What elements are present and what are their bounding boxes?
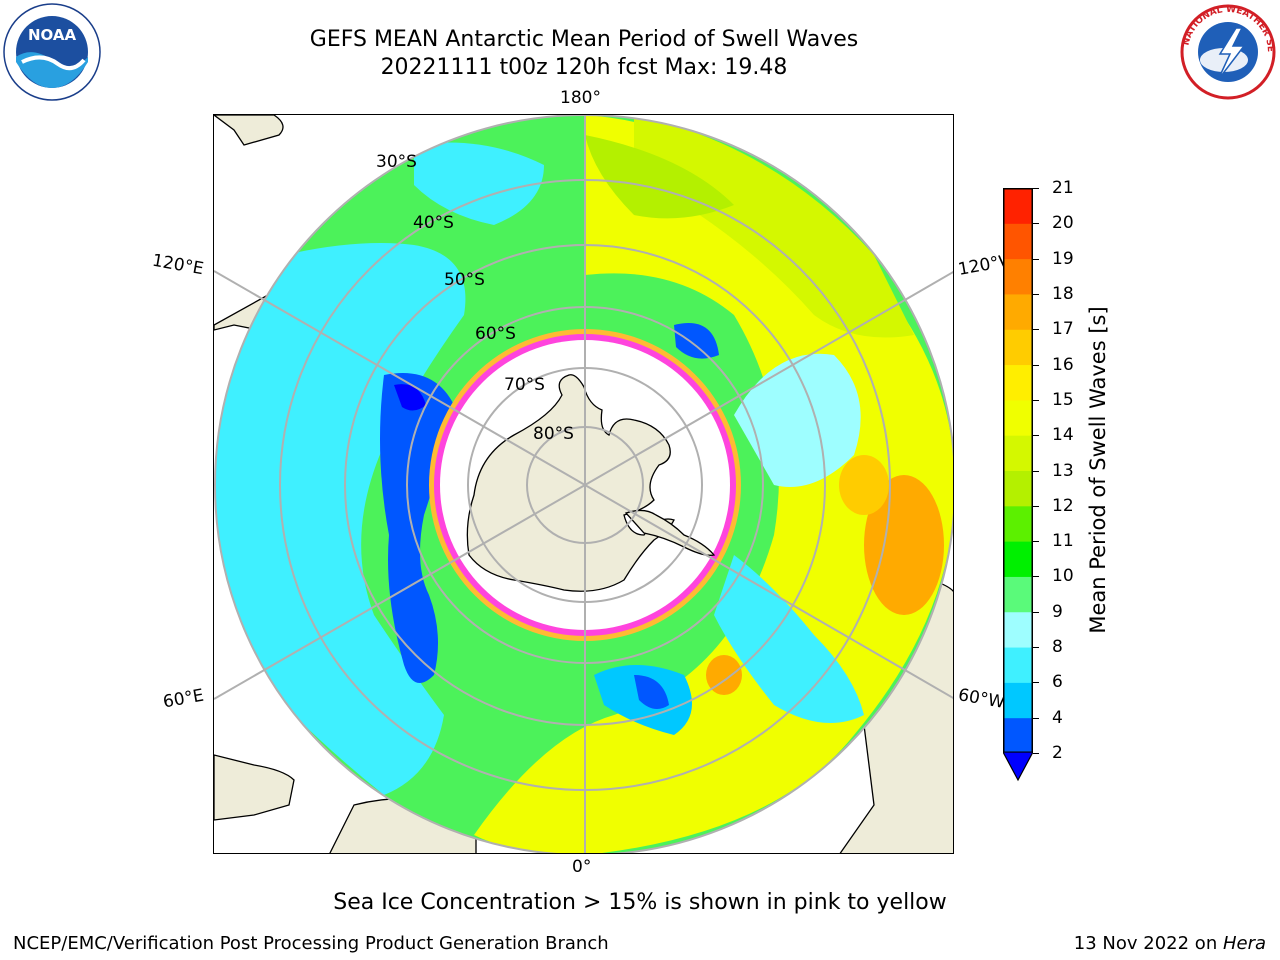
colorbar-segment [1003,470,1033,507]
colorbar-tick-mark [1033,682,1039,684]
chart-title: GEFS MEAN Antarctic Mean Period of Swell… [309,27,859,52]
colorbar-tick-mark [1033,576,1039,578]
svg-text:NOAA: NOAA [28,26,77,44]
colorbar-tick-mark [1033,223,1039,225]
meridian-label-180: 180° [560,88,601,108]
latitude-label: 70°S [504,375,545,395]
colorbar-tick-label: 2 [1052,743,1063,763]
colorbar-segment [1003,576,1033,613]
colorbar-tick-label: 15 [1052,389,1074,410]
meridian-label-60e: 60°E [161,685,206,713]
colorbar-tick-label: 17 [1052,319,1074,340]
colorbar-segment [1003,223,1033,260]
colorbar-tick-mark [1033,505,1039,507]
colorbar-tick-mark [1033,611,1039,613]
colorbar-segment [1003,329,1033,366]
colorbar-tick-label: 14 [1052,425,1074,446]
colorbar-tick-mark [1033,399,1039,401]
colorbar-segment [1003,505,1033,542]
colorbar-tick-label: 6 [1052,672,1063,693]
latitude-label: 50°S [444,270,485,290]
colorbar-tick-label: 21 [1052,178,1074,198]
colorbar-segment [1003,682,1033,719]
colorbar-label: Mean Period of Swell Waves [s] [1086,306,1110,634]
colorbar-tick-label: 4 [1052,707,1063,728]
colorbar-segment [1003,435,1033,471]
colorbar-tick-mark [1033,470,1039,472]
chart-subtitle: 20221111 t00z 120h fcst Max: 19.48 [380,55,788,80]
colorbar-segment [1003,188,1033,224]
colorbar-segment [1003,717,1033,753]
latitude-label: 80°S [533,424,574,444]
colorbar-segment [1003,611,1033,648]
colorbar-tick-label: 12 [1052,495,1074,516]
colorbar-segment [1003,258,1033,295]
meridian-label-120e: 120°E [150,250,206,280]
colorbar-tick-label: 13 [1052,460,1074,481]
footer-credit: NCEP/EMC/Verification Post Processing Pr… [13,933,609,954]
colorbar-under-arrow [1003,752,1033,782]
colorbar-segment [1003,293,1033,330]
footer-date: 13 Nov 2022 on Hera [1074,933,1266,954]
colorbar-tick-mark [1033,364,1039,366]
colorbar [1003,188,1033,753]
colorbar-tick-label: 20 [1052,213,1074,234]
colorbar-tick-label: 18 [1052,283,1074,304]
colorbar-tick-mark [1033,647,1039,649]
colorbar-segment [1003,399,1033,436]
colorbar-tick-label: 10 [1052,566,1074,587]
colorbar-tick-label: 9 [1052,601,1063,622]
sea-ice-caption: Sea Ice Concentration > 15% is shown in … [333,890,947,915]
colorbar-tick-label: 16 [1052,354,1074,375]
colorbar-tick-mark [1033,329,1039,331]
colorbar-tick-mark [1033,717,1039,719]
footer-machine: Hera [1222,933,1266,954]
colorbar-tick-label: 11 [1052,531,1074,552]
footer-date-text: 13 Nov 2022 on [1073,933,1223,954]
latitude-label: 30°S [376,152,417,172]
graticule [214,115,953,853]
meridian-label-60w: 60°W [956,685,1007,713]
colorbar-tick-label: 8 [1052,637,1063,658]
colorbar-tick-mark [1033,435,1039,437]
colorbar-tick-label: 19 [1052,248,1074,269]
colorbar-tick-mark [1033,541,1039,543]
colorbar-tick-mark [1033,293,1039,295]
noaa-logo: NOAA [3,3,101,101]
colorbar-segment [1003,541,1033,577]
colorbar-segment [1003,647,1033,683]
nws-logo: NATIONAL WEATHER SERVICE [1178,2,1276,100]
colorbar-tick-mark [1033,258,1039,260]
colorbar-tick-mark [1033,188,1039,189]
colorbar-segment [1003,364,1033,401]
meridian-label-0: 0° [572,857,592,877]
polar-map [213,114,954,854]
latitude-label: 40°S [413,213,454,233]
colorbar-tick-mark [1033,753,1039,754]
latitude-label: 60°S [475,324,516,344]
